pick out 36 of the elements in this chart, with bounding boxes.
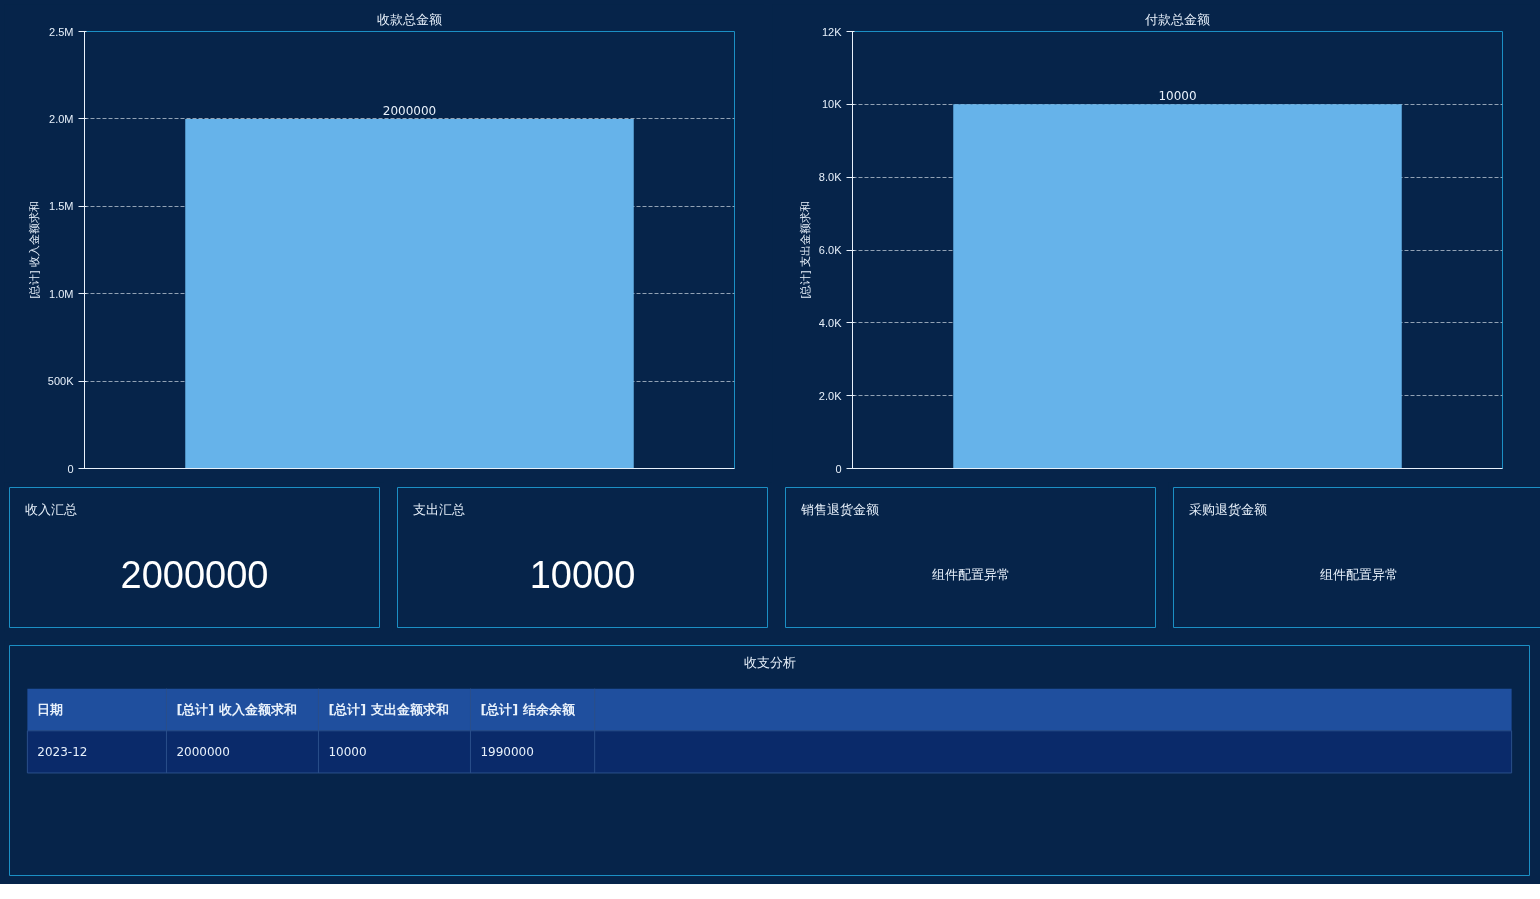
chart-title: 付款总金额 [1144, 11, 1210, 27]
y-tick-label: 4.0K [818, 316, 843, 329]
data-label: 2000000 [120, 553, 269, 596]
data-label: 2000000 [382, 103, 437, 118]
text: 支出汇总 [413, 502, 466, 518]
data-label: 2000000 [176, 745, 230, 760]
y-tick-label: 10K [821, 98, 843, 111]
text: 组件配置异常 [1319, 566, 1398, 582]
data-label: 10000 [529, 553, 636, 596]
y-tick-label: 1.0M [49, 287, 74, 300]
y-tick-label: 1.5M [49, 200, 74, 213]
data-label: 1990000 [480, 745, 534, 760]
y-tick-label: 0 [67, 462, 74, 475]
text: 组件配置异常 [931, 566, 1010, 582]
text: 采购退货金额 [1189, 502, 1268, 518]
text: 销售退货金额 [800, 502, 880, 518]
y-tick-label: 0 [835, 462, 842, 475]
data-label: 10000 [328, 745, 367, 760]
y-tick-label: 2.0K [818, 389, 843, 402]
y-axis-title: [总计] 支出金额求和 [798, 201, 811, 299]
text: 收支分析 [743, 655, 796, 671]
y-tick-label: 500K [47, 375, 75, 388]
y-tick-label: 2.0M [49, 112, 74, 125]
text: 日期 [37, 702, 64, 718]
text: 收入汇总 [25, 502, 78, 518]
y-tick-label: 12K [821, 25, 843, 38]
category-label: [总计] 结余余额 [480, 702, 576, 718]
y-axis-title: [总计] 收入金额求和 [27, 201, 40, 299]
category-label: [总计] 支出金额求和 [328, 702, 449, 718]
y-tick-label: 6.0K [818, 244, 843, 256]
y-tick-label: 8.0K [818, 171, 843, 184]
category-label: [总计] 收入金额求和 [176, 702, 297, 718]
y-tick-label: 2.5M [49, 25, 74, 38]
data-label: 10000 [1158, 89, 1197, 104]
chart-title: 收款总金额 [377, 11, 442, 27]
text: 2023-12 [37, 745, 88, 760]
